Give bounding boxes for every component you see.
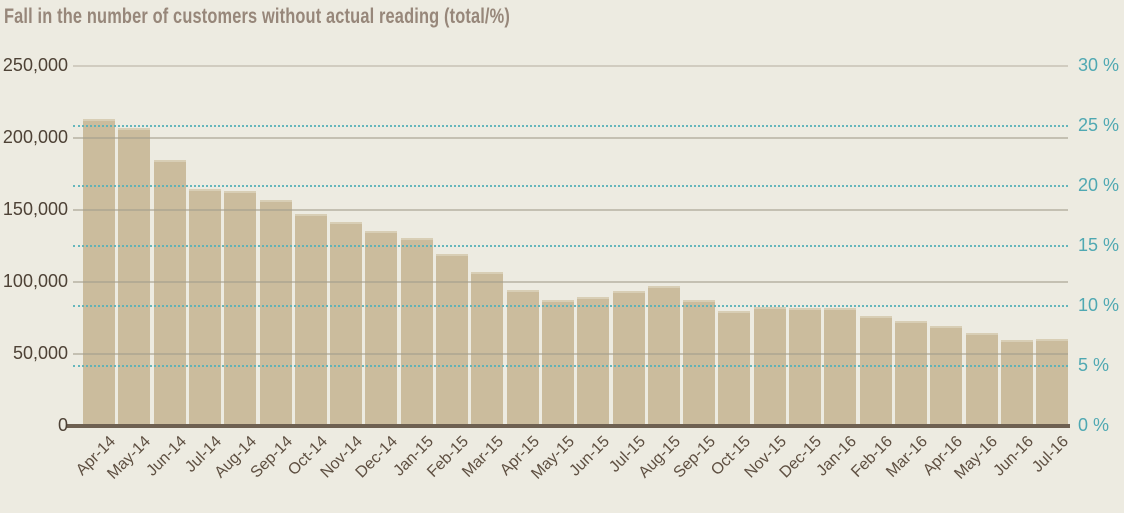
gridline-solid bbox=[73, 65, 1068, 67]
gridline-dotted bbox=[73, 305, 1068, 307]
y-axis-right-tick-label: 20 % bbox=[1078, 175, 1120, 195]
y-axis-right-tick-label: 25 % bbox=[1078, 115, 1120, 135]
gridline-dotted bbox=[73, 185, 1068, 187]
bar-Feb-16 bbox=[859, 316, 892, 425]
gridline-solid bbox=[73, 353, 1068, 355]
bar-Jun-14 bbox=[153, 160, 186, 425]
plot-area bbox=[73, 65, 1069, 425]
y-axis-left-tick-label: 50,000 bbox=[12, 343, 68, 363]
bar-Oct-14 bbox=[294, 214, 327, 425]
bar-Sep-14 bbox=[259, 200, 292, 425]
y-axis-left-tick-label: 200,000 bbox=[2, 127, 68, 147]
bar-Jul-14 bbox=[188, 189, 221, 425]
chart-title: Fall in the number of customers without … bbox=[4, 5, 510, 28]
y-axis-right-tick-label: 30 % bbox=[1078, 55, 1120, 75]
y-axis-left-tick-label: 0 bbox=[57, 415, 68, 435]
gridline-dotted bbox=[73, 245, 1068, 247]
y-axis-right-tick-label: 15 % bbox=[1078, 235, 1120, 255]
y-axis-right-tick-label: 5 % bbox=[1078, 355, 1110, 375]
bar-Mar-16 bbox=[894, 321, 927, 425]
bar-Dec-14 bbox=[365, 231, 398, 425]
bar-Mar-15 bbox=[471, 272, 504, 425]
x-axis-baseline bbox=[66, 424, 1070, 428]
bar-May-15 bbox=[541, 300, 574, 425]
y-axis-left-tick-label: 150,000 bbox=[2, 199, 68, 219]
bar-May-14 bbox=[118, 128, 151, 425]
gridline-solid bbox=[73, 281, 1068, 283]
bar-Aug-14 bbox=[224, 191, 257, 425]
y-axis-right-tick-label: 0 % bbox=[1078, 415, 1110, 435]
bar-Jul-16 bbox=[1036, 339, 1069, 425]
gridline-dotted bbox=[73, 125, 1068, 127]
bar-Jan-15 bbox=[400, 238, 433, 425]
bar-Apr-15 bbox=[506, 290, 539, 425]
gridline-dotted bbox=[73, 365, 1068, 367]
gridline-solid bbox=[73, 137, 1068, 139]
bar-Oct-15 bbox=[718, 311, 751, 425]
y-axis-right-tick-label: 10 % bbox=[1078, 295, 1120, 315]
bar-Nov-14 bbox=[330, 222, 363, 425]
bar-Apr-16 bbox=[930, 326, 963, 425]
bar-Apr-14 bbox=[83, 119, 115, 425]
gridline-solid bbox=[73, 209, 1068, 211]
bar-Aug-15 bbox=[647, 286, 680, 425]
y-axis-left-tick-label: 250,000 bbox=[2, 55, 68, 75]
y-axis-left-tick-label: 100,000 bbox=[2, 271, 68, 291]
bar-May-16 bbox=[965, 333, 998, 425]
bar-Feb-15 bbox=[436, 254, 468, 425]
bar-Sep-15 bbox=[683, 300, 716, 425]
bar-Jul-15 bbox=[612, 291, 645, 425]
bar-Jun-15 bbox=[577, 297, 610, 425]
